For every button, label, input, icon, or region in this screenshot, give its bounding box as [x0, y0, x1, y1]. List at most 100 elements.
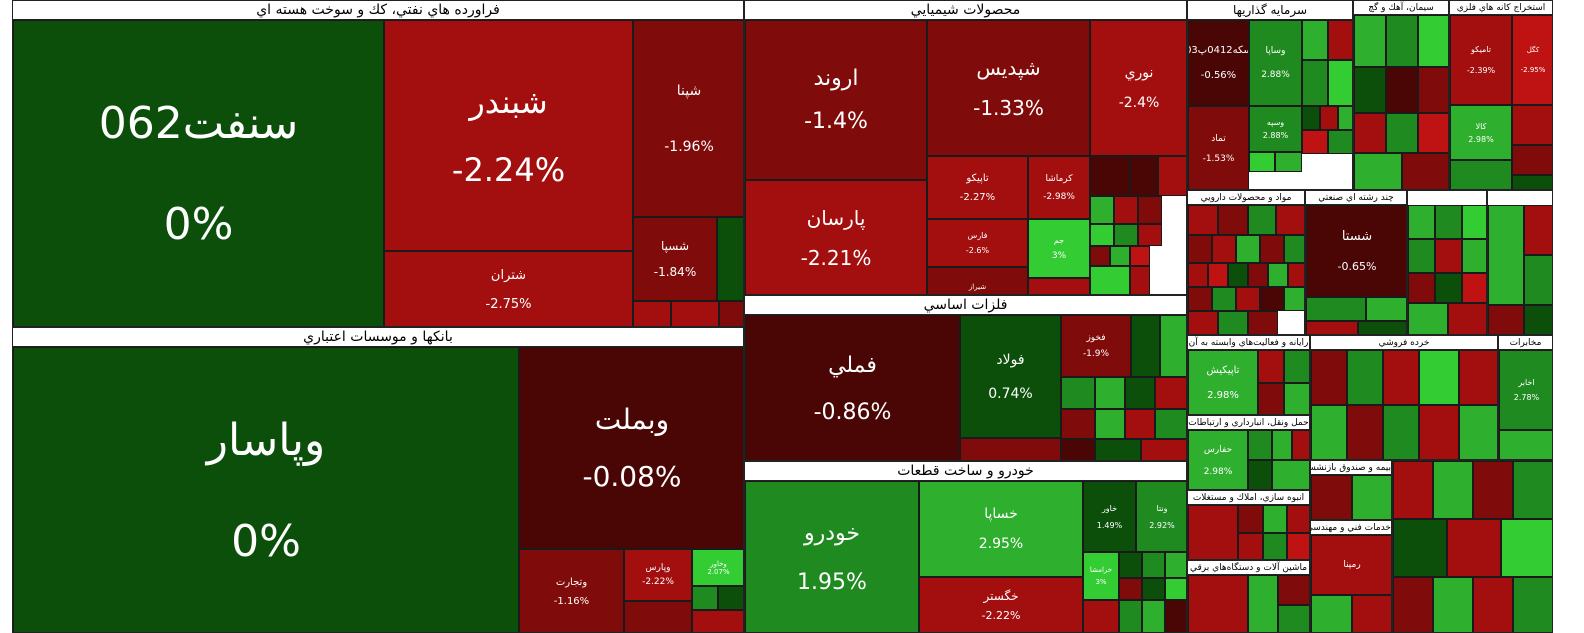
tile-small[interactable]	[1320, 106, 1338, 130]
tile-small[interactable]	[1125, 377, 1155, 409]
tile-arvand[interactable]: اروند -1.4%	[745, 20, 927, 180]
tile-small[interactable]	[1125, 409, 1155, 439]
tile-small[interactable]	[1393, 461, 1433, 519]
tile-small[interactable]	[1238, 505, 1263, 533]
tile-small[interactable]	[1114, 224, 1138, 246]
tile-small[interactable]	[718, 586, 743, 610]
tile-small[interactable]	[1272, 430, 1292, 460]
tile-sekke[interactable]: سكه0412پ03 -0.56%	[1188, 20, 1249, 106]
tile-small[interactable]	[1513, 577, 1552, 632]
tile-small[interactable]	[1501, 519, 1552, 577]
tile-sanaft[interactable]: سنفت062 0%	[13, 20, 384, 326]
tile-fars[interactable]: فارس -2.6%	[927, 219, 1028, 267]
tile-small[interactable]	[1287, 505, 1309, 533]
tile-small[interactable]	[1155, 377, 1186, 409]
tile-small[interactable]	[1119, 600, 1142, 632]
tile-small[interactable]	[1278, 605, 1309, 632]
tile-small[interactable]	[1473, 577, 1513, 632]
tile-small[interactable]	[1450, 160, 1512, 189]
tile-small[interactable]	[1418, 67, 1448, 113]
tile-small[interactable]	[1249, 152, 1275, 172]
tile-small[interactable]	[1328, 130, 1352, 154]
tile-small[interactable]	[1248, 575, 1278, 632]
tile-small[interactable]	[1512, 145, 1552, 175]
tile-small[interactable]	[624, 601, 692, 632]
tile-small[interactable]	[1188, 575, 1248, 632]
tile-small[interactable]	[1462, 239, 1486, 273]
tile-tapiko[interactable]: تاپيكو -2.27%	[927, 156, 1028, 219]
tile-small[interactable]	[1083, 600, 1119, 632]
tile-khramsa[interactable]: خرامشا 3%	[1083, 552, 1119, 600]
tile-small[interactable]	[1499, 430, 1552, 459]
tile-small[interactable]	[1383, 350, 1419, 405]
tile-vanta[interactable]: ونتا 2.92%	[1136, 481, 1186, 552]
tile-small[interactable]	[633, 301, 671, 326]
tile-small[interactable]	[1311, 595, 1352, 632]
tile-small[interactable]	[1512, 105, 1552, 145]
tile-small[interactable]	[1028, 278, 1090, 294]
tile-small[interactable]	[692, 586, 718, 610]
tile-small[interactable]	[671, 301, 719, 326]
tile-small[interactable]	[1208, 263, 1228, 287]
tile-small[interactable]	[1061, 439, 1095, 460]
tile-small[interactable]	[1110, 246, 1130, 266]
tile-vpars[interactable]: وپارس -2.22%	[624, 549, 692, 601]
tile-small[interactable]	[1435, 205, 1462, 239]
tile-small[interactable]	[1258, 383, 1284, 414]
tile-small[interactable]	[1366, 297, 1406, 321]
tile-small[interactable]	[1218, 311, 1248, 334]
tile-small[interactable]	[1095, 409, 1125, 439]
tile-small[interactable]	[1338, 106, 1352, 130]
tile-small[interactable]	[1419, 405, 1459, 459]
tile-small[interactable]	[1212, 235, 1236, 263]
tile-small[interactable]	[1248, 311, 1278, 334]
tile-small[interactable]	[1188, 287, 1212, 311]
tile-small[interactable]	[1386, 67, 1418, 113]
tile-fkhooz[interactable]: فخوز -1.9%	[1061, 315, 1131, 377]
tile-small[interactable]	[960, 438, 1061, 460]
tile-small[interactable]	[1418, 15, 1448, 67]
tile-small[interactable]	[1130, 266, 1150, 294]
tile-small[interactable]	[1090, 156, 1130, 196]
tile-small[interactable]	[1435, 239, 1462, 273]
tile-small[interactable]	[1119, 578, 1142, 600]
tile-small[interactable]	[1218, 205, 1248, 235]
tile-small[interactable]	[1276, 205, 1304, 235]
tile-small[interactable]	[1272, 460, 1309, 489]
tile-small[interactable]	[1358, 321, 1406, 334]
tile-small[interactable]	[1142, 578, 1165, 600]
tile-small[interactable]	[1459, 405, 1497, 459]
tile-small[interactable]	[1248, 430, 1272, 460]
tile-noori[interactable]: نوري -2.4%	[1090, 20, 1186, 156]
tile-fmeli[interactable]: فملي -0.86%	[745, 315, 960, 460]
tile-small[interactable]	[1347, 350, 1383, 405]
tile-vbmellat[interactable]: وبملت -0.08%	[519, 347, 743, 549]
tile-small[interactable]	[1408, 303, 1448, 334]
tile-small[interactable]	[1302, 60, 1328, 106]
tile-small[interactable]	[1386, 113, 1418, 153]
tile-small[interactable]	[1090, 196, 1114, 224]
tile-small[interactable]	[1188, 311, 1218, 334]
tile-kgol[interactable]: كگل -2.95%	[1512, 15, 1552, 105]
tile-small[interactable]	[1236, 235, 1260, 263]
tile-shpna[interactable]: شپنا -1.96%	[633, 20, 743, 217]
tile-small[interactable]	[1512, 175, 1552, 189]
tile-small[interactable]	[692, 610, 743, 632]
tile-kermasha[interactable]: كرماشا -2.98%	[1028, 156, 1090, 219]
tile-small[interactable]	[1448, 303, 1486, 334]
tile-small[interactable]	[1459, 350, 1497, 405]
tile-small[interactable]	[719, 301, 743, 326]
tile-small[interactable]	[1418, 113, 1448, 153]
tile-parsan[interactable]: پارسان -2.21%	[745, 180, 927, 294]
tile-small[interactable]	[1138, 196, 1162, 224]
tile-vsapeh[interactable]: وسپه 2.88%	[1249, 106, 1302, 152]
tile-small[interactable]	[1130, 156, 1158, 196]
tile-small[interactable]	[1328, 20, 1352, 60]
tile-small[interactable]	[1114, 196, 1138, 224]
tile-small[interactable]	[1142, 552, 1165, 578]
tile-small[interactable]	[1142, 600, 1165, 632]
tile-small[interactable]	[1141, 439, 1186, 460]
tile-small[interactable]	[1354, 153, 1402, 189]
tile-small[interactable]	[1352, 475, 1391, 519]
tile-small[interactable]	[1354, 15, 1386, 67]
